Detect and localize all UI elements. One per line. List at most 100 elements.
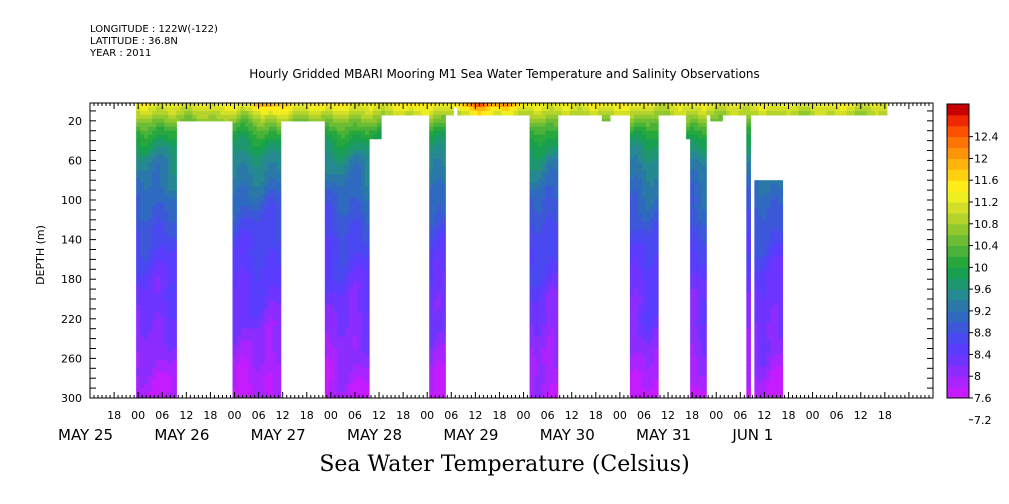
heatmap-cell	[437, 233, 442, 239]
heatmap-cell	[441, 241, 446, 247]
heatmap-cell	[649, 201, 655, 207]
heatmap-cell	[694, 130, 699, 136]
heatmap-cell	[633, 352, 639, 358]
heatmap-cell	[774, 382, 780, 387]
heatmap-cell	[690, 380, 695, 385]
heatmap-cell	[746, 190, 751, 195]
heatmap-cell	[324, 388, 330, 393]
heatmap-cell	[541, 372, 547, 377]
heatmap-cell	[240, 253, 246, 259]
heatmap-cell	[537, 348, 543, 354]
heatmap-cell	[637, 336, 643, 342]
heatmap-cell	[160, 142, 165, 148]
heatmap-cell	[276, 233, 282, 239]
heatmap-cell	[690, 265, 695, 270]
heatmap-cell	[236, 316, 242, 322]
heatmap-cell	[328, 150, 334, 156]
heatmap-cell	[521, 106, 527, 112]
heatmap-cell	[136, 126, 141, 132]
heatmap-cell	[360, 324, 366, 330]
heatmap-cell	[336, 332, 342, 338]
heatmap-cell	[360, 336, 366, 342]
heatmap-cell	[264, 122, 270, 128]
heatmap-cell	[272, 281, 278, 286]
heatmap-cell	[533, 194, 539, 199]
heatmap-cell	[690, 388, 695, 393]
heatmap-cell	[284, 106, 290, 112]
heatmap-cell	[168, 372, 173, 377]
heatmap-cell	[332, 269, 338, 274]
heatmap-cell	[645, 106, 651, 112]
heatmap-cell	[629, 324, 635, 330]
heatmap-cell	[344, 142, 350, 148]
heatmap-cell	[348, 166, 354, 171]
heatmap-cell	[429, 249, 434, 255]
heatmap-cell	[272, 209, 278, 215]
heatmap-cell	[244, 300, 250, 306]
heatmap-cell	[690, 328, 695, 334]
heatmap-cell	[276, 182, 282, 187]
heatmap-cell	[324, 110, 330, 116]
heatmap-cell	[272, 142, 278, 148]
heatmap-cell	[641, 380, 647, 385]
heatmap-cell	[746, 364, 751, 369]
heatmap-cell	[541, 170, 547, 175]
heatmap-cell	[244, 392, 250, 397]
heatmap-cell	[437, 166, 442, 171]
heatmap-cell	[328, 122, 334, 128]
heatmap-cell	[332, 384, 338, 389]
heatmap-cell	[533, 233, 539, 239]
heatmap-cell	[152, 118, 157, 124]
heatmap-cell	[694, 178, 699, 183]
heatmap-cell	[148, 146, 153, 152]
heatmap-cell	[449, 106, 454, 112]
heatmap-cell	[152, 154, 157, 160]
heatmap-cell	[569, 106, 575, 112]
heatmap-cell	[533, 186, 539, 191]
heatmap-cell	[637, 130, 643, 136]
heatmap-cell	[264, 186, 270, 191]
heatmap-cell	[549, 344, 555, 350]
heatmap-cell	[641, 328, 647, 334]
heatmap-cell	[541, 285, 547, 290]
heatmap-cell	[168, 146, 173, 152]
heatmap-cell	[328, 368, 334, 373]
heatmap-cell	[433, 134, 438, 140]
heatmap-cell	[429, 233, 434, 239]
heatmap-cell	[324, 308, 330, 314]
heatmap-cell	[156, 340, 161, 346]
heatmap-cell	[344, 190, 350, 195]
heatmap-cell	[248, 209, 254, 215]
heatmap-cell	[332, 368, 338, 373]
heatmap-cell	[529, 190, 535, 195]
heatmap-cell	[232, 154, 238, 160]
heatmap-cell	[758, 366, 763, 371]
heatmap-cell	[758, 295, 763, 300]
heatmap-cell	[236, 205, 242, 211]
heatmap-cell	[164, 253, 169, 259]
heatmap-cell	[774, 106, 780, 112]
heatmap-cell	[332, 178, 338, 183]
heatmap-cell	[397, 106, 402, 112]
heatmap-cell	[437, 312, 442, 318]
heatmap-cell	[328, 190, 334, 195]
heatmap-cell	[746, 118, 751, 124]
heatmap-cell	[637, 289, 643, 294]
heatmap-cell	[629, 122, 635, 128]
heatmap-cell	[360, 186, 366, 191]
heatmap-cell	[746, 304, 751, 310]
heatmap-cell	[529, 221, 535, 227]
heatmap-cell	[348, 320, 354, 326]
heatmap-cell	[360, 249, 366, 255]
heatmap-cell	[148, 241, 153, 247]
heatmap-cell	[152, 289, 157, 294]
heatmap-cell	[256, 194, 262, 199]
heatmap-cell	[368, 126, 374, 132]
heatmap-cell	[360, 281, 366, 286]
heatmap-cell	[192, 118, 197, 122]
heatmap-cell	[649, 186, 655, 191]
heatmap-cell	[605, 106, 611, 112]
heatmap-cell	[421, 110, 426, 116]
heatmap-cell	[156, 233, 161, 239]
heatmap-cell	[144, 201, 149, 207]
